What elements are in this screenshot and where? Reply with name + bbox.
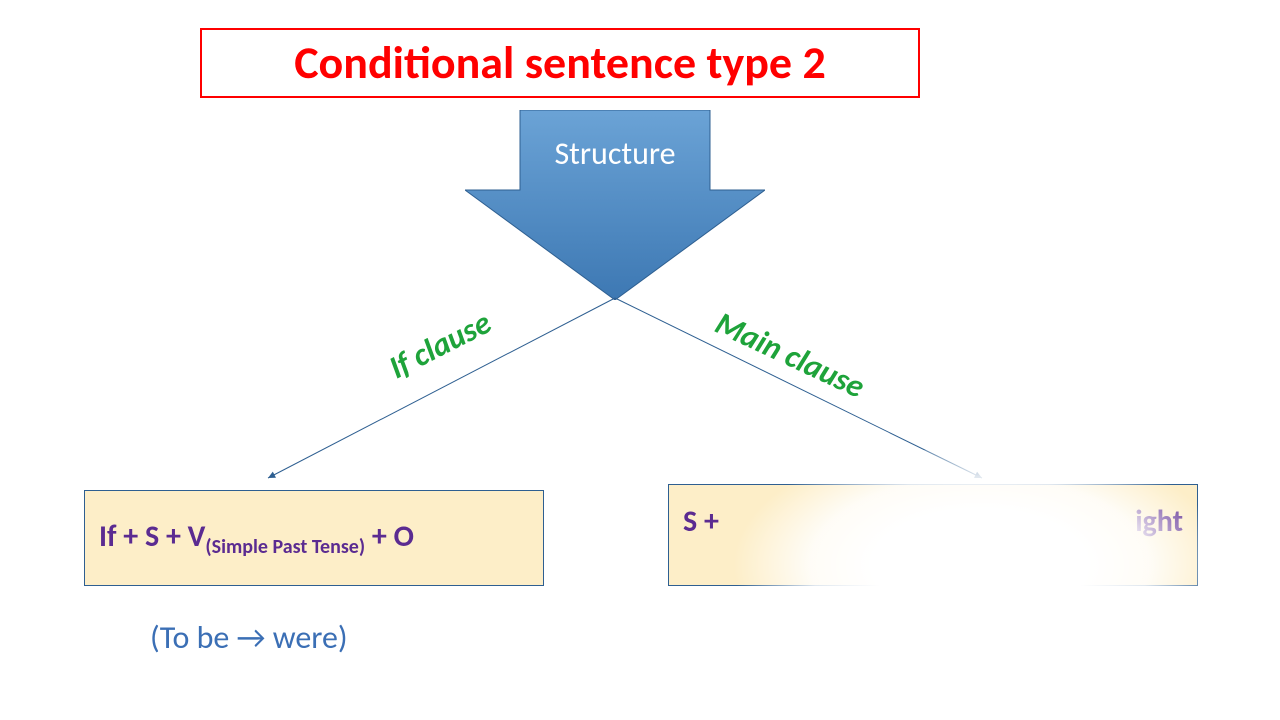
main-clause-formula: S + ight	[683, 503, 1183, 540]
note-prefix: (To be	[150, 618, 237, 657]
formula-subscript: (Simple Past Tense)	[205, 535, 365, 559]
formula-suffix: + O	[365, 518, 414, 555]
formula-visible-start: S +	[683, 503, 719, 540]
formula-prefix: If + S + V	[99, 518, 205, 555]
if-clause-formula: If + S + V(Simple Past Tense) + O	[99, 518, 414, 559]
formula-visible-end: ight	[1135, 503, 1183, 540]
main-clause-formula-box: S + ight	[668, 484, 1198, 586]
if-clause-formula-box: If + S + V(Simple Past Tense) + O	[84, 490, 544, 586]
diagram-canvas: Conditional sentence type 2 Structure If…	[0, 0, 1280, 720]
note-suffix: were)	[266, 618, 348, 657]
tobe-note: (To be → were)	[150, 618, 348, 657]
arrow-right-icon: →	[237, 618, 266, 657]
branch-lines	[0, 0, 1280, 720]
